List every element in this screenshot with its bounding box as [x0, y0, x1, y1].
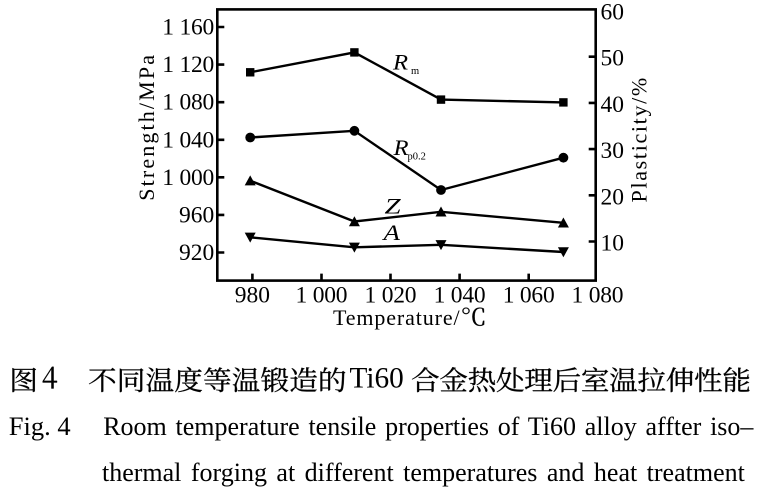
svg-text:980: 980: [235, 282, 270, 308]
svg-text:thermal forging at different t: thermal forging at different temperature…: [102, 458, 746, 487]
svg-text:20: 20: [601, 184, 625, 210]
svg-text:1 020: 1 020: [365, 282, 417, 308]
svg-text:Plasticity/%: Plasticity/%: [627, 78, 652, 203]
svg-text:1 000: 1 000: [162, 165, 214, 191]
svg-text:1 080: 1 080: [572, 282, 624, 308]
svg-text:Room temperature tensile prope: Room temperature tensile properties of T…: [103, 412, 754, 441]
svg-text:1 040: 1 040: [162, 127, 214, 153]
svg-text:60: 60: [601, 0, 625, 26]
svg-text:1 120: 1 120: [162, 52, 214, 78]
svg-text:A: A: [381, 221, 401, 245]
svg-text:Strength/MPa: Strength/MPa: [134, 55, 159, 201]
svg-text:Ti60: Ti60: [350, 363, 404, 395]
svg-text:R: R: [392, 51, 408, 75]
svg-text:1 160: 1 160: [162, 15, 214, 41]
svg-text:Z: Z: [385, 194, 402, 219]
svg-text:1 000: 1 000: [296, 282, 348, 308]
svg-text:50: 50: [601, 46, 625, 72]
svg-text:p0.2: p0.2: [408, 152, 426, 163]
svg-text:40: 40: [601, 92, 625, 118]
svg-text:Fig. 4: Fig. 4: [9, 411, 71, 441]
svg-text:920: 920: [179, 240, 214, 266]
svg-text:30: 30: [601, 138, 625, 164]
svg-text:m: m: [411, 66, 419, 77]
svg-text:1 080: 1 080: [162, 90, 214, 116]
svg-text:R: R: [392, 136, 408, 160]
svg-text:960: 960: [179, 202, 214, 228]
svg-text:1 060: 1 060: [503, 282, 555, 308]
svg-text:Temperature/: Temperature/: [333, 305, 460, 330]
svg-text:10: 10: [601, 231, 625, 257]
svg-text:1 040: 1 040: [434, 282, 486, 308]
